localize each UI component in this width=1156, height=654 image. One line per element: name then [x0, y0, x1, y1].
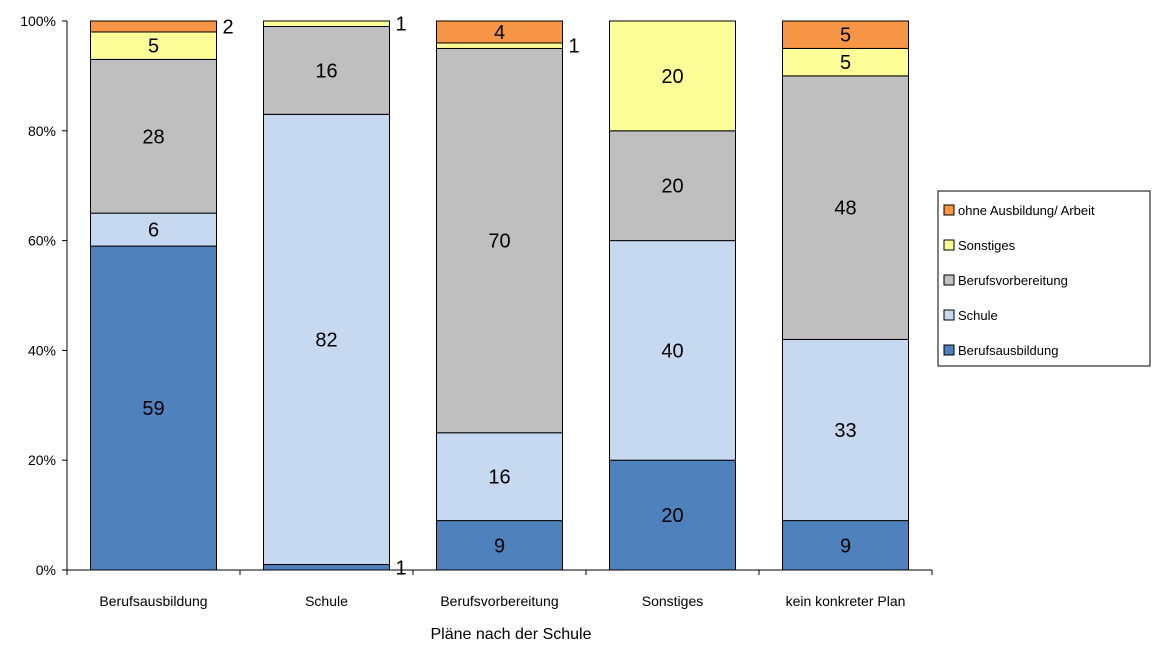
data-label: 1 [396, 557, 407, 579]
y-tick-label: 0% [36, 562, 56, 578]
data-label: 5 [148, 36, 159, 58]
bar-segment [90, 31, 217, 60]
bar-segment [90, 20, 217, 33]
legend-swatch [943, 239, 955, 251]
x-tick-label: Berufsausbildung [99, 593, 207, 609]
data-label: 33 [834, 420, 856, 442]
legend-label: ohne Ausbildung/ Arbeit [958, 203, 1095, 218]
bar-segment [609, 240, 736, 461]
x-tick-label: kein konkreter Plan [786, 593, 906, 609]
bar-segment [609, 20, 736, 132]
legend-label: Berufsausbildung [958, 343, 1058, 358]
bar-segment [782, 20, 909, 49]
legend-swatch [943, 274, 955, 286]
bar-segment [782, 520, 909, 571]
bar-segment [782, 338, 909, 522]
data-label: 2 [223, 16, 234, 38]
bar-segment [782, 75, 909, 340]
y-tick-label: 20% [28, 452, 56, 468]
bar-segment [263, 20, 390, 27]
bar-segment [609, 130, 736, 242]
bar-segment [609, 459, 736, 571]
bar-segment [436, 20, 563, 44]
legend-swatch [943, 309, 955, 321]
y-tick-label: 100% [20, 13, 56, 29]
bars [90, 20, 909, 571]
bar-segment [263, 25, 390, 115]
data-label: 82 [315, 329, 337, 351]
data-label: 4 [494, 22, 505, 44]
legend-swatch [943, 344, 955, 356]
bar-segment [263, 564, 390, 571]
y-tick-label: 60% [28, 233, 56, 249]
data-label: 48 [834, 198, 856, 220]
bar-segment [90, 245, 217, 571]
x-tick-label: Sonstiges [642, 593, 703, 609]
data-label: 5 [840, 52, 851, 74]
y-tick-label: 40% [28, 342, 56, 358]
segment-labels: 59 6 28 5 2 1 82 16 1 9 16 70 1 4 20 40 20 20 9 33 48 5 5 [142, 14, 856, 580]
bar-segment [263, 113, 390, 566]
data-label: 9 [494, 535, 505, 557]
legend-label: Berufsvorbereitung [958, 273, 1068, 288]
data-label: 28 [142, 126, 164, 148]
data-label: 16 [315, 60, 337, 82]
data-label: 5 [840, 25, 851, 47]
y-tick-label: 80% [28, 123, 56, 139]
data-label: 1 [396, 14, 407, 36]
bar-segment [782, 47, 909, 77]
legend-swatch [943, 204, 955, 216]
data-label: 1 [569, 36, 580, 58]
data-label: 16 [488, 467, 510, 489]
data-label: 20 [661, 176, 683, 198]
data-label: 59 [142, 398, 164, 420]
data-label: 20 [661, 505, 683, 527]
data-label: 70 [488, 231, 510, 253]
bar-segment [436, 47, 563, 434]
x-tick-label: Schule [305, 593, 348, 609]
bar-segment [436, 432, 563, 522]
legend: ohne Ausbildung/ Arbeit Sonstiges Berufsvo… [937, 190, 1151, 367]
legend-label: Sonstiges [958, 238, 1016, 253]
legend-label: Schule [958, 308, 998, 323]
x-tick-label: Berufsvorbereitung [440, 593, 558, 609]
bar-segment [436, 520, 563, 571]
legend-box [937, 190, 1151, 367]
data-label: 40 [661, 340, 683, 362]
data-label: 9 [840, 535, 851, 557]
x-axis-title: Pläne nach der Schule [431, 626, 592, 643]
axes: 0% 20% 40% 60% 80% 100% Berufsausbildung Schule… [20, 13, 933, 609]
data-label: 6 [148, 220, 159, 242]
bar-segment [90, 212, 217, 247]
data-label: 20 [661, 66, 683, 88]
